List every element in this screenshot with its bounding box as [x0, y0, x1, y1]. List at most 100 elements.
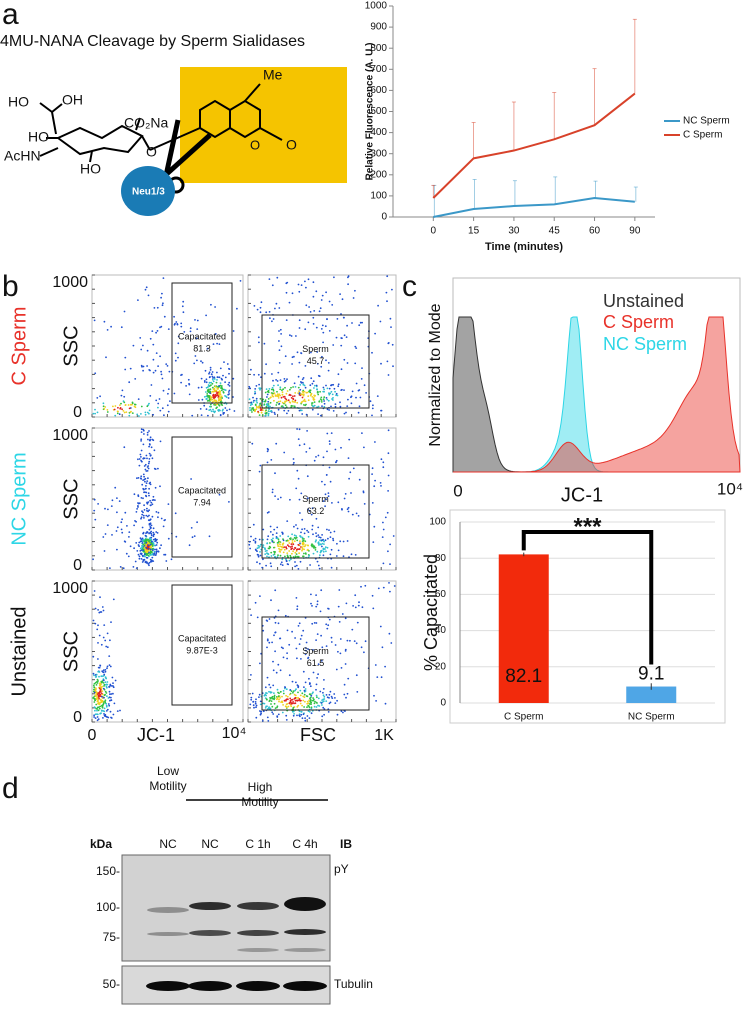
- event-dot: [302, 713, 305, 716]
- event-dot: [263, 694, 266, 697]
- event-dot: [212, 410, 215, 413]
- event-dot: [124, 404, 127, 406]
- event-dot: [100, 687, 103, 690]
- event-dot: [151, 545, 154, 547]
- event-dot: [102, 687, 105, 690]
- event-dot: [147, 563, 150, 565]
- event-dot: [167, 503, 170, 505]
- event-dot: [301, 704, 303, 707]
- event-dot: [142, 511, 144, 514]
- event-dot: [93, 716, 95, 718]
- event-dot: [325, 645, 328, 647]
- event-dot: [150, 524, 153, 527]
- event-dot: [258, 341, 260, 344]
- event-dot: [280, 345, 283, 348]
- event-dot: [300, 710, 303, 713]
- event-dot: [298, 714, 301, 717]
- event-dot: [148, 509, 151, 512]
- event-dot: [285, 688, 288, 691]
- event-dot: [316, 550, 319, 553]
- event-dot: [255, 549, 257, 551]
- event-dot: [380, 458, 383, 461]
- event-dot: [157, 365, 160, 367]
- event-dot: [340, 446, 342, 449]
- event-dot: [326, 398, 329, 401]
- event-dot: [277, 408, 280, 411]
- event-dot: [266, 542, 269, 545]
- event-dot: [146, 431, 149, 434]
- event-dot: [315, 532, 317, 534]
- event-dot: [297, 386, 300, 389]
- event-dot: [121, 531, 124, 534]
- event-dot: [160, 517, 163, 520]
- event-dot: [150, 534, 153, 537]
- event-dot: [300, 658, 302, 660]
- event-dot: [204, 369, 207, 372]
- event-dot: [371, 473, 373, 475]
- event-dot: [306, 695, 309, 698]
- event-dot: [145, 541, 148, 544]
- event-dot: [261, 720, 264, 722]
- gate-value: 7.94: [193, 497, 211, 507]
- event-dot: [227, 397, 230, 399]
- event-dot: [312, 397, 315, 399]
- event-dot: [143, 540, 146, 542]
- event-dot: [180, 322, 183, 325]
- event-dot: [232, 396, 234, 398]
- event-dot: [222, 391, 225, 393]
- event-dot: [93, 714, 95, 717]
- event-dot: [315, 622, 318, 624]
- event-dot: [287, 705, 290, 708]
- event-dot: [331, 502, 333, 504]
- event-dot: [274, 650, 276, 653]
- event-dot: [349, 639, 351, 642]
- significance-bracket: [521, 530, 654, 665]
- event-dot: [142, 443, 145, 446]
- event-dot: [207, 399, 210, 402]
- event-dot: [147, 465, 150, 467]
- group-label: Motility: [149, 779, 186, 793]
- event-dot: [267, 414, 270, 417]
- event-dot: [99, 693, 102, 696]
- event-dot: [312, 323, 315, 325]
- event-dot: [335, 394, 337, 397]
- event-dot: [264, 414, 267, 417]
- event-dot: [138, 415, 140, 417]
- event-dot: [296, 605, 299, 608]
- event-dot: [119, 709, 121, 712]
- event-dot: [256, 547, 259, 550]
- event-dot: [274, 589, 277, 592]
- event-dot: [188, 393, 191, 396]
- event-dot: [156, 330, 159, 332]
- y-axis-label: SSC: [60, 631, 82, 672]
- blot-band: [189, 930, 231, 936]
- event-dot: [216, 376, 219, 378]
- event-dot: [142, 428, 145, 431]
- event-dot: [256, 308, 259, 311]
- event-dot: [100, 712, 102, 715]
- event-dot: [288, 643, 291, 646]
- y-tick-label: 200: [370, 169, 387, 180]
- event-dot: [153, 552, 156, 555]
- event-dot: [293, 548, 295, 551]
- event-dot: [102, 671, 104, 673]
- event-dot: [344, 710, 346, 712]
- event-dot: [294, 401, 296, 403]
- event-dot: [254, 540, 257, 543]
- event-dot: [297, 625, 300, 627]
- event-dot: [104, 507, 106, 510]
- event-dot: [279, 328, 282, 331]
- event-dot: [160, 370, 163, 373]
- event-dot: [296, 428, 298, 430]
- event-dot: [112, 405, 114, 408]
- event-dot: [298, 622, 301, 625]
- x-axis-label: JC-1: [137, 725, 175, 745]
- event-dot: [206, 398, 208, 400]
- event-dot: [97, 642, 99, 644]
- event-dot: [287, 563, 290, 566]
- event-dot: [319, 536, 322, 539]
- event-dot: [141, 545, 144, 548]
- event-dot: [315, 594, 317, 596]
- event-dot: [271, 697, 274, 700]
- event-dot: [333, 276, 335, 279]
